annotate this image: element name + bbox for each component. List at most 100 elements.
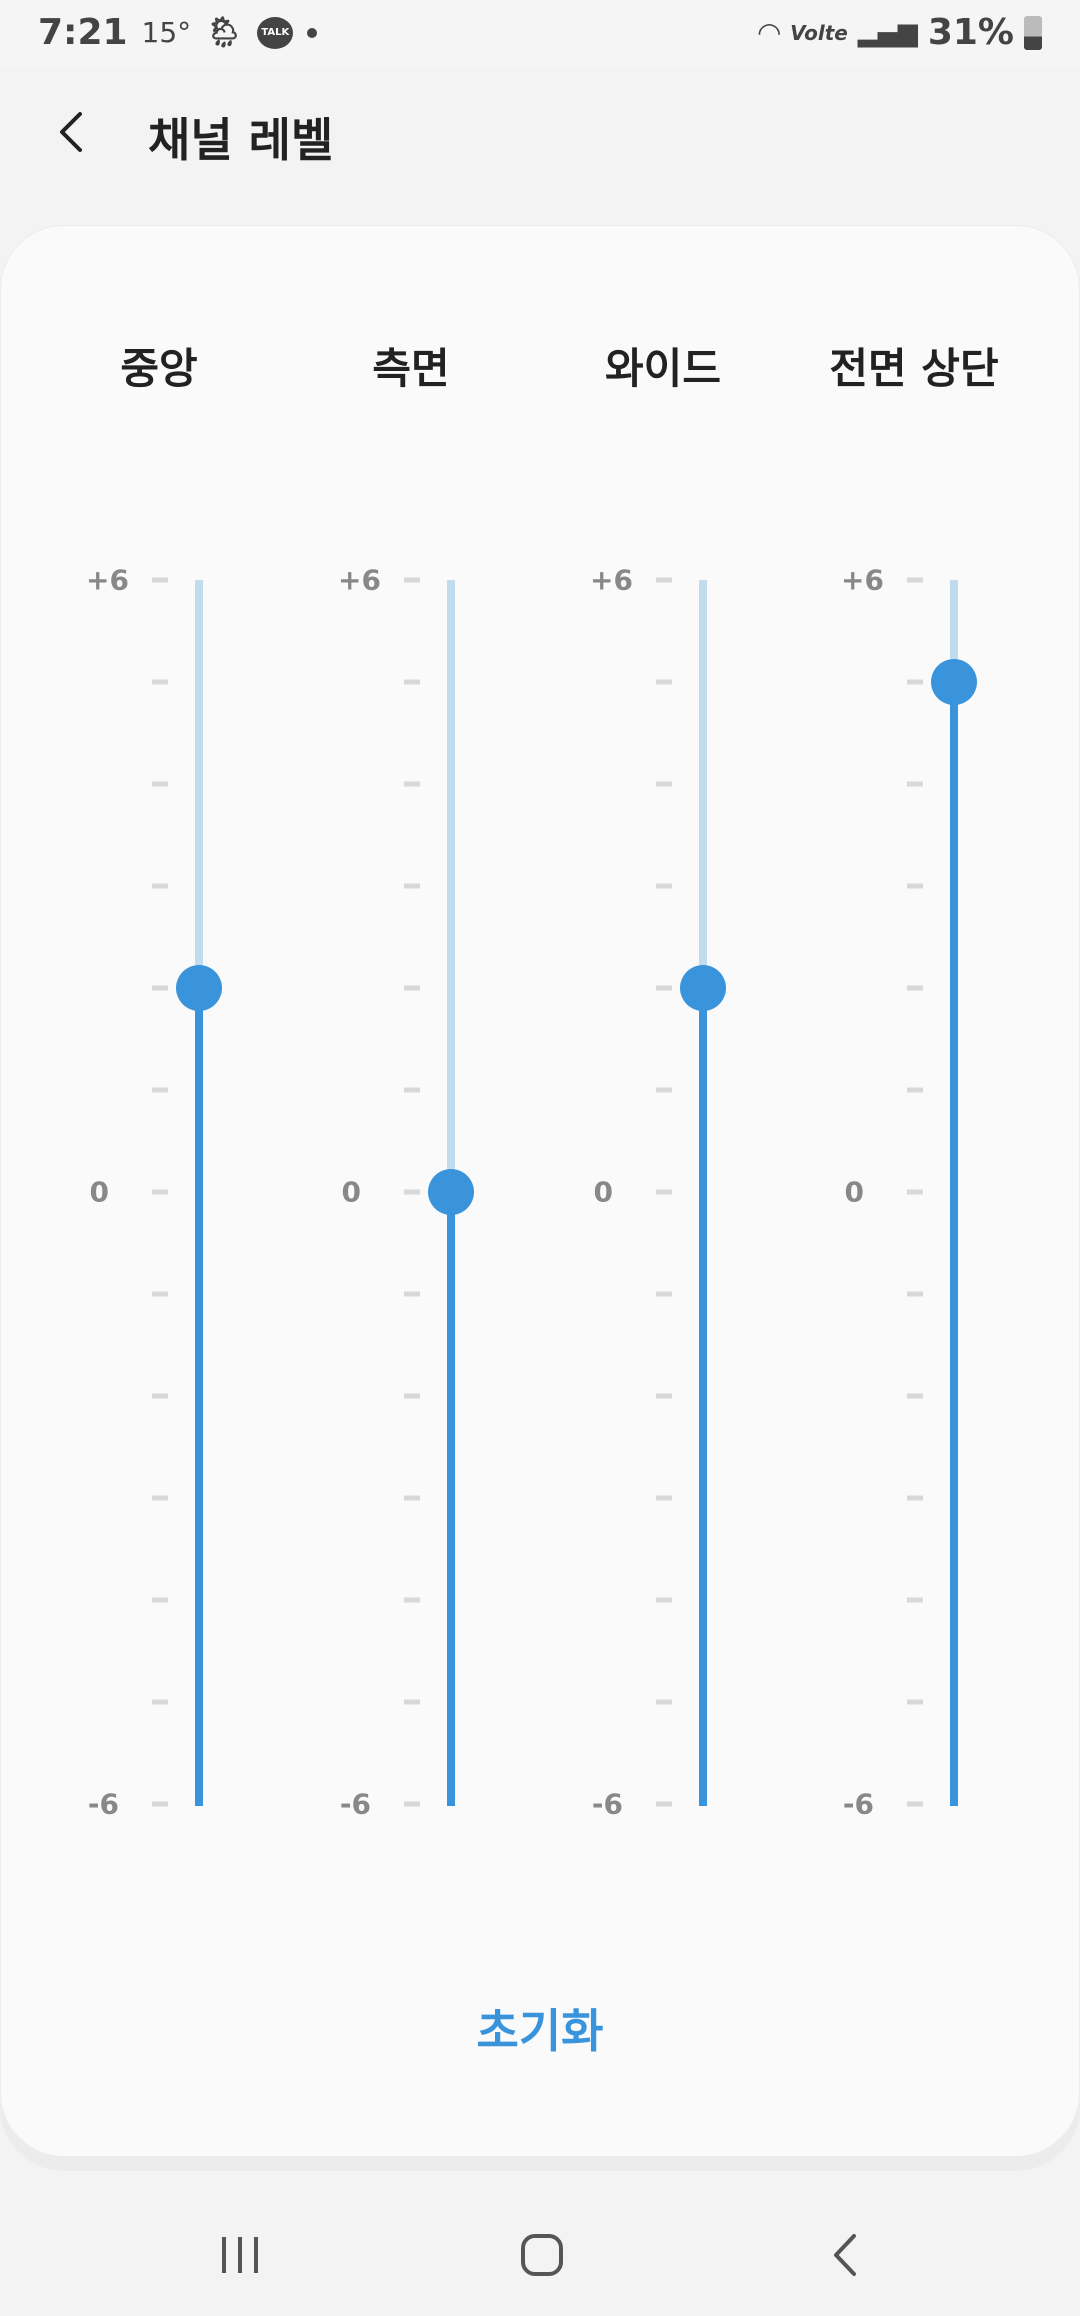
scale-tick xyxy=(656,1291,672,1297)
scale-tick xyxy=(404,985,420,991)
channel-label: 전면 상단 xyxy=(829,344,999,393)
channel-label: 와이드 xyxy=(605,344,721,393)
scale-label-zero: 0 xyxy=(89,1175,109,1209)
scale-tick xyxy=(907,985,923,991)
weather-icon: 🌦︎ xyxy=(205,15,244,50)
slider-track-inactive[interactable] xyxy=(447,580,455,1192)
reset-button[interactable]: 초기화 xyxy=(476,2004,604,2058)
scale-tick xyxy=(907,883,923,889)
scale-tick xyxy=(656,1087,672,1093)
scale-tick xyxy=(404,1801,420,1807)
scale-label-min: -6 xyxy=(87,1787,119,1821)
slider-track-inactive[interactable] xyxy=(195,580,203,988)
scale-label-min: -6 xyxy=(842,1787,874,1821)
battery-icon xyxy=(1024,15,1042,50)
navigation-bar xyxy=(0,2190,1080,2316)
slider-thumb[interactable] xyxy=(680,965,726,1011)
scale-tick xyxy=(656,781,672,787)
scale-tick xyxy=(404,679,420,685)
scale-tick xyxy=(907,1189,923,1195)
slider-track-inactive[interactable] xyxy=(699,580,707,988)
scale-tick xyxy=(152,1699,168,1705)
home-button[interactable] xyxy=(502,2220,582,2290)
channel-label: 중앙 xyxy=(120,344,198,393)
scale-tick xyxy=(656,1699,672,1705)
back-nav-button[interactable] xyxy=(806,2220,886,2290)
scale-tick xyxy=(907,1801,923,1807)
slider-track-inactive[interactable] xyxy=(950,580,958,682)
scale-tick xyxy=(152,679,168,685)
scale-label-zero: 0 xyxy=(593,1175,613,1209)
slider-track-active[interactable] xyxy=(699,988,707,1806)
scale-tick xyxy=(152,1597,168,1603)
back-button[interactable] xyxy=(52,102,92,162)
scale-label-max: +6 xyxy=(841,563,884,597)
scale-label-min: -6 xyxy=(339,1787,371,1821)
slider-thumb[interactable] xyxy=(176,965,222,1011)
scale-tick xyxy=(404,1393,420,1399)
recents-button[interactable] xyxy=(200,2220,280,2290)
scale-tick xyxy=(656,883,672,889)
scale-tick xyxy=(656,985,672,991)
scale-tick xyxy=(656,1495,672,1501)
scale-tick xyxy=(152,1189,168,1195)
scale-tick xyxy=(152,1495,168,1501)
scale-label-zero: 0 xyxy=(844,1175,864,1209)
scale-tick xyxy=(404,883,420,889)
scale-tick xyxy=(907,1393,923,1399)
scale-tick xyxy=(656,1189,672,1195)
scale-tick xyxy=(404,1189,420,1195)
scale-tick xyxy=(152,781,168,787)
recents-icon xyxy=(222,2237,258,2273)
scale-tick xyxy=(907,679,923,685)
scale-tick xyxy=(404,1699,420,1705)
battery-percent: 31% xyxy=(927,12,1014,53)
app-header: 채널 레벨 xyxy=(0,66,1080,196)
scale-tick xyxy=(907,1087,923,1093)
scale-tick xyxy=(404,1291,420,1297)
page-title: 채널 레벨 xyxy=(148,113,334,167)
scale-tick xyxy=(656,1801,672,1807)
scale-tick xyxy=(404,1495,420,1501)
slider-thumb[interactable] xyxy=(428,1169,474,1215)
scale-tick xyxy=(656,1393,672,1399)
slider-track-active[interactable] xyxy=(447,1192,455,1806)
back-icon xyxy=(834,2234,856,2276)
scale-tick xyxy=(152,1801,168,1807)
scale-label-max: +6 xyxy=(338,563,381,597)
scale-tick xyxy=(152,1291,168,1297)
home-icon xyxy=(521,2234,563,2276)
signal-icon: ▂▄▆ xyxy=(857,17,918,48)
slider-thumb[interactable] xyxy=(931,659,977,705)
wifi-icon: ◠ xyxy=(758,16,781,49)
scale-tick xyxy=(907,1699,923,1705)
scale-tick xyxy=(907,577,923,583)
slider-track-active[interactable] xyxy=(195,988,203,1806)
status-temperature: 15° xyxy=(141,16,192,49)
kakaotalk-icon: TALK xyxy=(257,16,294,49)
scale-tick xyxy=(152,577,168,583)
chevron-left-icon xyxy=(60,112,82,152)
scale-tick xyxy=(404,1087,420,1093)
scale-tick xyxy=(152,883,168,889)
notification-dot-icon xyxy=(307,27,318,38)
scale-tick xyxy=(907,781,923,787)
channel-level-card xyxy=(0,225,1080,2157)
scale-label-max: +6 xyxy=(86,563,129,597)
scale-tick xyxy=(404,1597,420,1603)
status-bar: 7:21 15° 🌦︎ TALK ◠ Volte ▂▄▆ 31% xyxy=(0,0,1080,66)
scale-tick xyxy=(656,1597,672,1603)
scale-tick xyxy=(404,781,420,787)
scale-tick xyxy=(907,1597,923,1603)
scale-tick xyxy=(152,1087,168,1093)
scale-label-zero: 0 xyxy=(341,1175,361,1209)
scale-label-min: -6 xyxy=(591,1787,623,1821)
scale-tick xyxy=(404,577,420,583)
scale-tick xyxy=(152,1393,168,1399)
scale-tick xyxy=(907,1291,923,1297)
scale-tick xyxy=(656,679,672,685)
volte-icon: Volte xyxy=(790,20,848,45)
scale-tick xyxy=(656,577,672,583)
scale-label-max: +6 xyxy=(590,563,633,597)
slider-track-active[interactable] xyxy=(950,682,958,1806)
